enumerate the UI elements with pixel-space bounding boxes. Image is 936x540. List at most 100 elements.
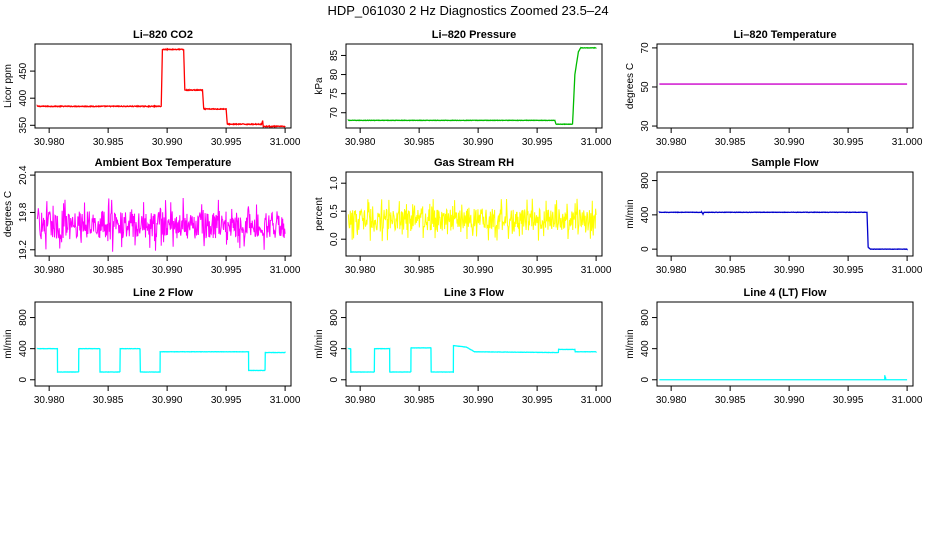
- y-tick-label: 70: [329, 107, 340, 119]
- y-tick-label: 19.2: [18, 240, 29, 260]
- y-tick-label: 800: [18, 309, 29, 326]
- x-tick-label: 30.995: [211, 137, 242, 148]
- x-tick-label: 30.990: [152, 137, 183, 148]
- x-tick-label: 30.980: [656, 137, 687, 148]
- x-tick-label: 30.990: [774, 137, 805, 148]
- x-tick-label: 30.980: [345, 265, 376, 276]
- y-tick-label: 400: [18, 340, 29, 357]
- x-tick-label: 30.995: [522, 265, 553, 276]
- chart-panel-8: Line 3 Flow 30.980 30.985 30.990 30.995 31.00…: [314, 287, 612, 406]
- chart-panel-2: Li–820 Pressure 30.980 30.985 30.990 30.995 3…: [314, 29, 612, 148]
- series-line: [659, 375, 908, 381]
- panels-grid: Li–820 CO2 30.980 30.985 30.990 30.995 31.000…: [3, 29, 923, 406]
- chart-panel-9: Line 4 (LT) Flow 30.980 30.985 30.990 30.995…: [625, 287, 923, 406]
- x-tick-label: 30.980: [345, 395, 376, 406]
- y-tick-label: 0.5: [329, 204, 340, 218]
- plot-frame: [345, 301, 603, 387]
- chart-panel-3: Li–820 Temperature 30.980 30.985 30.990 30.9…: [625, 29, 923, 148]
- chart-panel-6: Sample Flow 30.980 30.985 30.990 30.995 31.00…: [625, 157, 923, 276]
- series-line: [36, 47, 286, 129]
- plot-frame: [34, 301, 292, 387]
- x-tick-label: 30.985: [404, 137, 435, 148]
- x-tick-label: 31.000: [581, 395, 612, 406]
- plot-frame: [34, 43, 292, 129]
- x-tick-label: 30.985: [715, 395, 746, 406]
- x-tick-label: 30.980: [656, 265, 687, 276]
- y-tick-label: 350: [18, 117, 29, 134]
- y-tick-label: 450: [18, 62, 29, 79]
- x-tick-label: 30.985: [715, 137, 746, 148]
- y-tick-label: 400: [18, 89, 29, 106]
- y-tick-label: 800: [640, 172, 651, 189]
- x-tick-label: 30.980: [34, 265, 65, 276]
- y-axis-label: ml/min: [314, 329, 325, 358]
- x-tick-label: 31.000: [581, 137, 612, 148]
- series-line: [36, 198, 286, 252]
- y-tick-label: 800: [640, 309, 651, 326]
- x-tick-label: 30.980: [34, 137, 65, 148]
- x-tick-label: 30.980: [656, 395, 687, 406]
- x-tick-label: 30.980: [345, 137, 376, 148]
- y-tick-label: 0: [329, 377, 340, 383]
- y-tick-label: 50: [640, 81, 651, 93]
- chart-title: Li–820 CO2: [133, 29, 193, 41]
- x-tick-label: 30.990: [463, 265, 494, 276]
- x-tick-label: 30.990: [463, 137, 494, 148]
- y-tick-label: 0: [18, 377, 29, 383]
- y-axis-label: ml/min: [3, 329, 14, 358]
- x-tick-label: 30.995: [833, 395, 864, 406]
- y-tick-label: 70: [640, 42, 651, 54]
- x-tick-label: 30.980: [34, 395, 65, 406]
- y-tick-label: 0: [640, 377, 651, 383]
- series-line: [347, 198, 597, 242]
- x-tick-label: 30.985: [715, 265, 746, 276]
- y-tick-label: 20.4: [18, 165, 29, 185]
- plot-frame: [656, 301, 914, 387]
- y-axis-label: percent: [314, 197, 325, 231]
- series-line: [658, 209, 908, 251]
- chart-title: Ambient Box Temperature: [95, 157, 232, 169]
- plot-frame: [345, 43, 603, 129]
- series-line: [347, 344, 597, 374]
- y-tick-label: 19.8: [18, 202, 29, 222]
- y-tick-label: 85: [329, 49, 340, 61]
- y-tick-label: 400: [640, 206, 651, 223]
- x-tick-label: 31.000: [892, 137, 923, 148]
- y-axis-label: degrees C: [625, 63, 636, 109]
- y-axis-label: ml/min: [625, 329, 636, 358]
- y-axis-label: ml/min: [625, 199, 636, 228]
- y-tick-label: 30: [640, 120, 651, 132]
- x-tick-label: 30.990: [774, 265, 805, 276]
- x-tick-label: 30.985: [93, 137, 124, 148]
- y-axis-label: Licor ppm: [3, 64, 14, 108]
- chart-title: Line 2 Flow: [133, 287, 193, 299]
- plot-frame: [656, 43, 914, 129]
- chart-panel-7: Line 2 Flow 30.980 30.985 30.990 30.995 31.00…: [3, 287, 301, 406]
- x-tick-label: 30.990: [152, 395, 183, 406]
- x-tick-label: 30.995: [211, 395, 242, 406]
- x-tick-label: 30.995: [833, 265, 864, 276]
- x-tick-label: 31.000: [892, 265, 923, 276]
- y-tick-label: 0.0: [329, 232, 340, 246]
- x-tick-label: 30.985: [93, 265, 124, 276]
- y-tick-label: 800: [329, 309, 340, 326]
- x-tick-label: 31.000: [581, 265, 612, 276]
- plot-frame: [656, 171, 914, 257]
- y-tick-label: 75: [329, 88, 340, 100]
- x-tick-label: 30.995: [833, 137, 864, 148]
- chart-title: Line 4 (LT) Flow: [744, 287, 827, 299]
- x-tick-label: 31.000: [270, 395, 301, 406]
- plot-frame: [345, 171, 603, 257]
- figure-title: HDP_061030 2 Hz Diagnostics Zoomed 23.5–…: [327, 3, 608, 18]
- y-tick-label: 400: [640, 340, 651, 357]
- chart-title: Gas Stream RH: [434, 157, 514, 169]
- x-tick-label: 31.000: [892, 395, 923, 406]
- chart-panel-1: Li–820 CO2 30.980 30.985 30.990 30.995 31.000…: [3, 29, 301, 148]
- chart-panel-5: Gas Stream RH 30.980 30.985 30.990 30.995 31.…: [314, 157, 612, 276]
- x-tick-label: 30.985: [404, 265, 435, 276]
- y-tick-label: 0: [640, 246, 651, 252]
- x-tick-label: 30.995: [522, 395, 553, 406]
- x-tick-label: 31.000: [270, 137, 301, 148]
- chart-title: Li–820 Temperature: [733, 29, 836, 41]
